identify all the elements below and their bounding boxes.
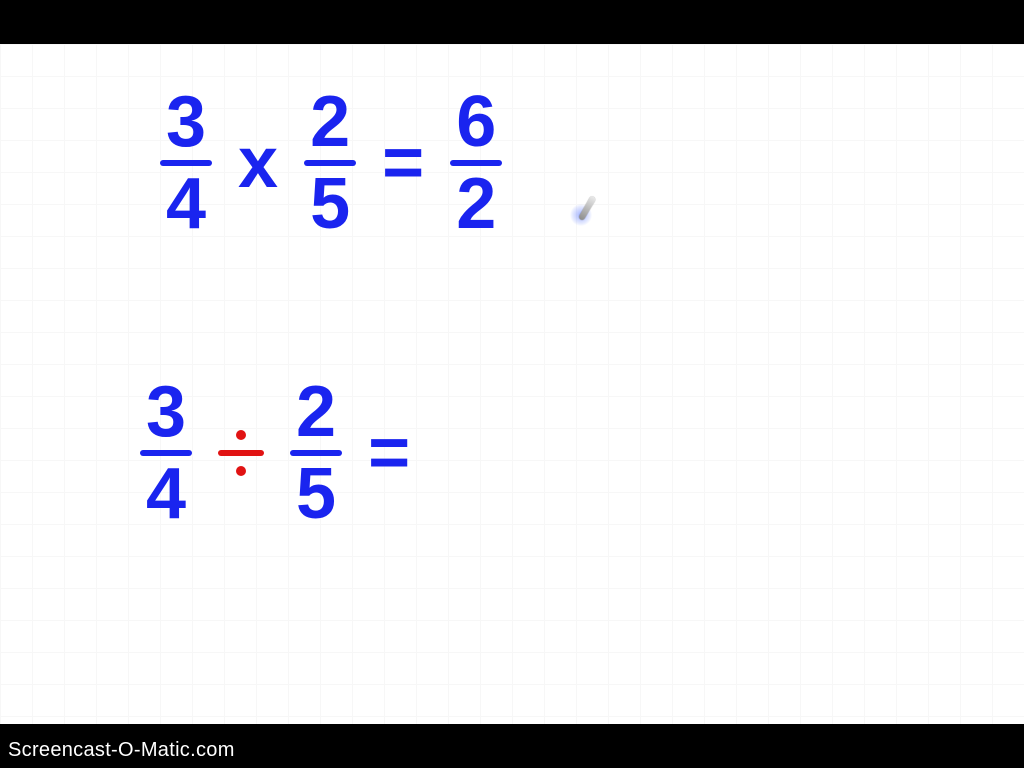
fraction-numerator: 3 [140, 374, 192, 450]
fraction: 25 [304, 84, 356, 242]
whiteboard-content: 34x25=623425= [0, 44, 1024, 724]
operator: x [234, 122, 282, 204]
equals-sign: = [364, 412, 414, 494]
whiteboard: 34x25=623425= [0, 44, 1024, 724]
fraction-denominator: 4 [140, 456, 192, 532]
fraction-denominator: 5 [304, 166, 356, 242]
fraction: 62 [450, 84, 502, 242]
fraction-numerator: 2 [304, 84, 356, 160]
fraction-denominator: 2 [450, 166, 502, 242]
equals-sign: = [378, 122, 428, 204]
watermark-text: Screencast-O-Matic.com [0, 735, 243, 768]
fraction-numerator: 3 [160, 84, 212, 160]
fraction: 34 [140, 374, 192, 532]
operator [214, 430, 268, 476]
fraction-numerator: 2 [290, 374, 342, 450]
fraction-numerator: 6 [450, 84, 502, 160]
equation-eq2: 34 25 = [140, 374, 414, 532]
equation-eq1: 34x25=62 [160, 84, 502, 242]
fraction-denominator: 5 [290, 456, 342, 532]
fraction-denominator: 4 [160, 166, 212, 242]
letterbox-bottom: Screencast-O-Matic.com [0, 724, 1024, 768]
fraction: 25 [290, 374, 342, 532]
letterbox-top [0, 0, 1024, 44]
fraction: 34 [160, 84, 212, 242]
